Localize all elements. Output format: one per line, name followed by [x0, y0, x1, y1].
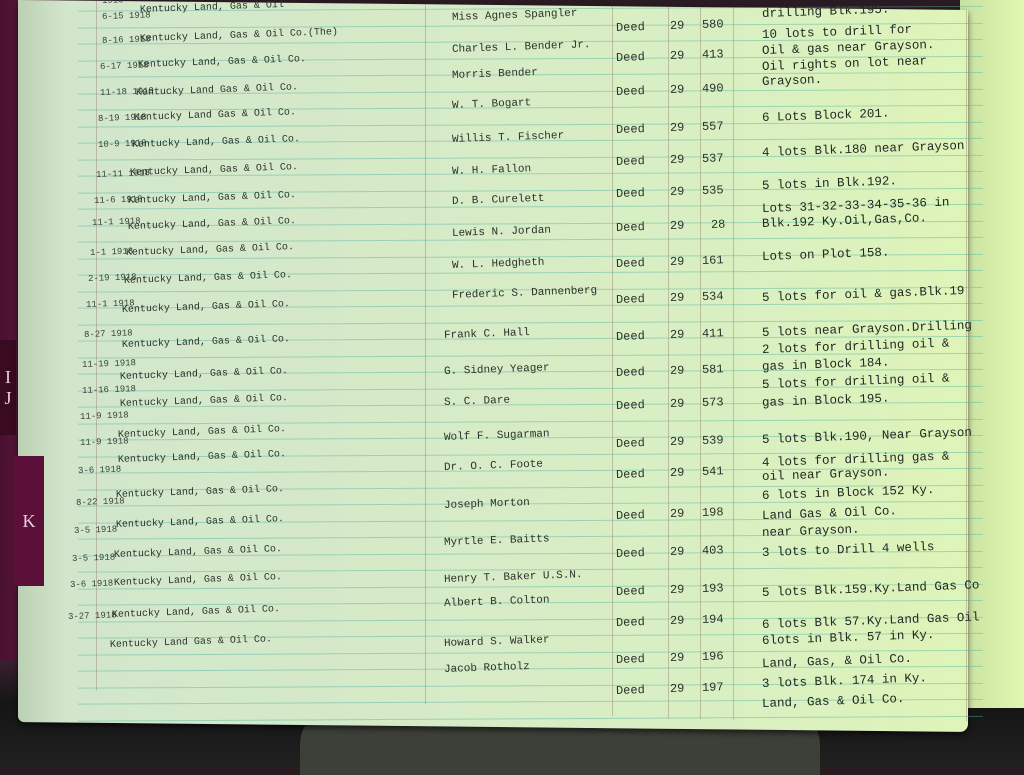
entry-date: 3-6 1918	[69, 578, 114, 590]
page-number: 198	[701, 505, 724, 520]
instrument-type: Deed	[615, 291, 646, 307]
entry-date: 3-5 1918	[71, 552, 116, 564]
page-number: 534	[701, 289, 724, 304]
instrument-type: Deed	[615, 435, 646, 451]
page-number: 403	[701, 543, 724, 558]
entry-date: 11-19 1918	[81, 358, 137, 370]
book-number: 29	[669, 396, 685, 411]
page-number: 194	[701, 612, 724, 627]
book-number: 29	[669, 681, 685, 696]
ruled-line	[78, 236, 983, 243]
instrument-type: Deed	[615, 219, 646, 235]
book-number: 29	[669, 434, 685, 449]
instrument-type: Deed	[615, 328, 646, 344]
instrument-type: Deed	[615, 364, 646, 380]
instrument-type: Deed	[615, 507, 646, 523]
page-number: 28	[710, 217, 726, 232]
page-number: 537	[701, 151, 724, 166]
index-tab-ij[interactable]: I J	[0, 340, 16, 435]
book-number: 29	[669, 82, 685, 97]
page-number: 541	[701, 464, 724, 479]
page-number: 573	[701, 395, 724, 410]
column-rule	[668, 6, 669, 719]
entry-date: 1918	[101, 0, 124, 6]
instrument-type: Deed	[615, 121, 646, 137]
grantee-name: S. C. Dare	[443, 394, 511, 409]
ruled-line	[78, 715, 983, 722]
page-number: 580	[701, 17, 724, 32]
description-line: Grayson.	[761, 72, 823, 89]
book-number: 29	[669, 544, 685, 559]
entry-date: 3-6 1918	[77, 464, 122, 476]
instrument-type: Deed	[615, 83, 646, 99]
book-number: 29	[669, 613, 685, 628]
book-number: 29	[669, 184, 685, 199]
instrument-type: Deed	[615, 583, 646, 599]
instrument-type: Deed	[615, 185, 646, 201]
ruled-line	[78, 418, 983, 425]
index-tab-k[interactable]: K	[14, 456, 44, 586]
entry-date: 3-5 1918	[73, 524, 118, 536]
ruled-line	[78, 121, 983, 128]
page-number: 413	[701, 47, 724, 62]
book-number: 29	[669, 254, 685, 269]
column-rule	[733, 7, 734, 720]
entry-date: 11-16 1918	[81, 384, 137, 396]
instrument-type: Deed	[615, 466, 646, 482]
instrument-type: Deed	[615, 19, 646, 35]
page-number: 197	[701, 680, 724, 695]
entry-date: 11-9 1918	[79, 410, 129, 422]
page-number: 490	[701, 81, 724, 96]
book-number: 29	[669, 152, 685, 167]
instrument-type: Deed	[615, 153, 646, 169]
index-tab-label: I	[5, 366, 11, 387]
book-number: 29	[669, 327, 685, 342]
book-number: 29	[669, 290, 685, 305]
instrument-type: Deed	[615, 397, 646, 413]
book-number: 29	[669, 120, 685, 135]
book-number: 29	[669, 18, 685, 33]
book-number: 29	[669, 465, 685, 480]
page-number: 411	[701, 326, 724, 341]
entry-date: 3-27 1918	[67, 610, 117, 622]
index-tab-label: J	[4, 387, 12, 408]
book-number: 29	[669, 218, 685, 233]
instrument-type: Deed	[615, 545, 646, 561]
book-number: 29	[669, 48, 685, 63]
page-number: 539	[701, 433, 724, 448]
instrument-type: Deed	[615, 651, 646, 667]
book-number: 29	[669, 650, 685, 665]
index-tab-label: K	[22, 510, 36, 531]
page-number: 196	[701, 649, 724, 664]
column-rule	[612, 6, 613, 717]
page-number: 535	[701, 183, 724, 198]
entry-date: 8-27 1918	[83, 328, 133, 340]
book-number: 29	[669, 582, 685, 597]
instrument-type: Deed	[615, 49, 646, 65]
page-number: 581	[701, 362, 724, 377]
instrument-type: Deed	[615, 255, 646, 271]
book-number: 29	[669, 363, 685, 378]
page-number: 557	[701, 119, 724, 134]
right-page	[960, 0, 1024, 708]
page-number: 193	[701, 581, 724, 596]
column-rule	[425, 4, 426, 705]
instrument-type: Deed	[615, 614, 646, 630]
book-number: 29	[669, 506, 685, 521]
page-number: 161	[701, 253, 724, 268]
instrument-type: Deed	[615, 682, 646, 698]
